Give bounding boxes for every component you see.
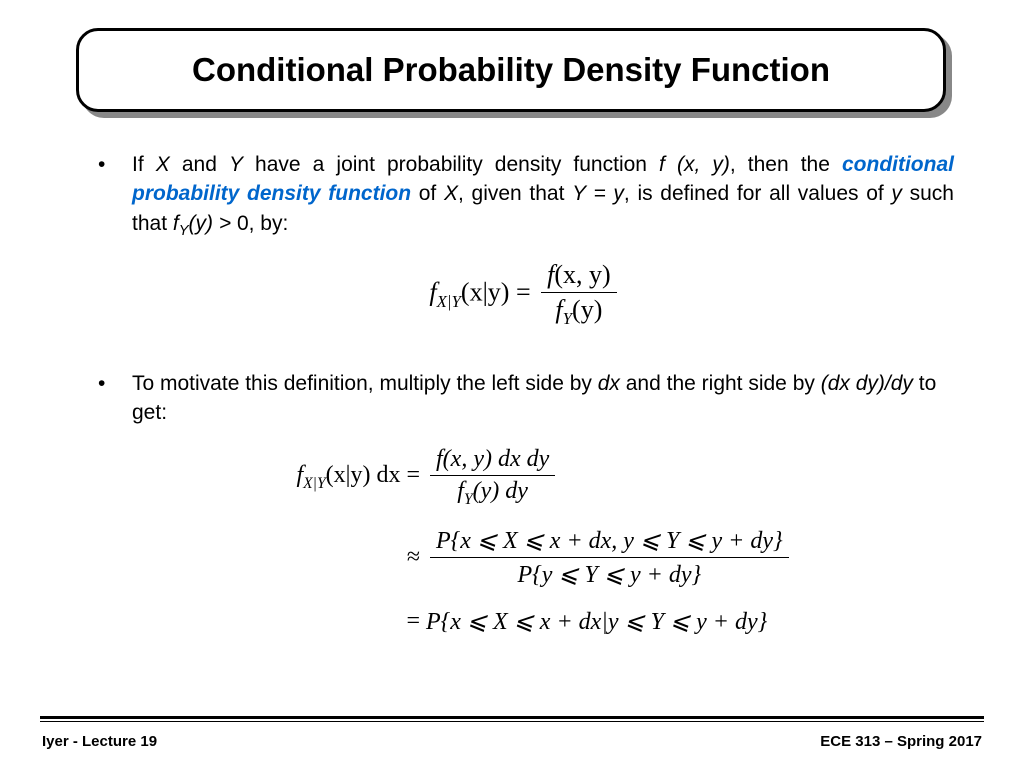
var-x: X — [156, 153, 170, 176]
eq-approx: ≈ — [407, 544, 420, 570]
eq-equals: = — [406, 608, 420, 634]
fraction: P{x ⩽ X ⩽ x + dx, y ⩽ Y ⩽ y + dy} P{y ⩽ … — [430, 526, 789, 589]
text: , is defined for all values of — [624, 182, 892, 205]
eq-rhs: P{x ⩽ X ⩽ x + dx|y ⩽ Y ⩽ y + dy} — [426, 607, 767, 636]
text: To motivate this definition, multiply th… — [132, 372, 598, 395]
eq-arg: (y) — [572, 295, 602, 324]
bullet-marker: • — [96, 150, 132, 242]
numerator: P{x ⩽ X ⩽ x + dx, y ⩽ Y ⩽ y + dy} — [430, 526, 789, 558]
bullet-1-text: If X and Y have a joint probability dens… — [132, 150, 954, 242]
equation-2: f X|Y(x|y) dx = f(x, y) dx dy fY(y) dy ≈ … — [226, 446, 954, 637]
bullet-1: • If X and Y have a joint probability de… — [96, 150, 954, 242]
eq-arg: (x|y) dx — [326, 462, 401, 488]
slide-body: • If X and Y have a joint probability de… — [96, 150, 954, 654]
title-box: Conditional Probability Density Function — [76, 28, 946, 112]
footer-divider — [40, 716, 984, 722]
eq-row-1: f X|Y(x|y) dx = f(x, y) dx dy fY(y) dy — [226, 446, 954, 509]
bullet-marker: • — [96, 369, 132, 428]
footer-author: Iyer - Lecture 19 — [42, 733, 157, 750]
slide-title: Conditional Probability Density Function — [192, 51, 830, 89]
text: have a joint probability density functio… — [243, 153, 659, 176]
eq-arg: (y) dy — [473, 478, 528, 504]
eq-f: f — [555, 295, 562, 324]
var-dx: dx — [598, 372, 620, 395]
text: If — [132, 153, 156, 176]
bullet-2: • To motivate this definition, multiply … — [96, 369, 954, 428]
text: and — [170, 153, 229, 176]
equation-1: fX|Y(x|y) = f(x, y) fY(y) — [96, 260, 954, 329]
eq-equals: = — [400, 462, 420, 488]
eq-sub: X|Y — [437, 291, 461, 310]
fraction: f(x, y) fY(y) — [541, 260, 617, 329]
eq-sub: Y — [464, 490, 473, 507]
eq-arg: (x|y) = — [461, 277, 537, 306]
expr-yeq: Y = y — [572, 182, 624, 205]
footer-course: ECE 313 – Spring 2017 — [820, 733, 982, 750]
text: , given that — [458, 182, 572, 205]
denominator: P{y ⩽ Y ⩽ y + dy} — [430, 558, 789, 589]
eq-arg: (x, y) — [554, 260, 610, 289]
text: 0, by: — [231, 212, 288, 235]
eq-f: f — [429, 277, 436, 306]
text: of — [411, 182, 444, 205]
eq-sub: Y — [563, 309, 572, 328]
text: , then the — [730, 153, 842, 176]
var-y: y — [891, 182, 902, 205]
eq-row-3: = P{x ⩽ X ⩽ x + dx|y ⩽ Y ⩽ y + dy} — [226, 607, 954, 636]
var-x: X — [444, 182, 458, 205]
func-fxy: f (x, y) — [659, 153, 730, 176]
eq-row-2: ≈ P{x ⩽ X ⩽ x + dx, y ⩽ Y ⩽ y + dy} P{y … — [226, 526, 954, 589]
fraction: f(x, y) dx dy fY(y) dy — [430, 446, 555, 509]
numerator: f(x, y) dx dy — [430, 446, 555, 476]
eq-sub: X|Y — [303, 474, 326, 491]
eq-f: f — [457, 478, 464, 504]
var-y: Y — [229, 153, 243, 176]
func-arg: (y) > — [189, 212, 232, 235]
expr-dxdy: (dx dy)/dy — [821, 372, 913, 395]
text: and the right side by — [620, 372, 821, 395]
subscript-y: Y — [179, 223, 189, 239]
bullet-2-text: To motivate this definition, multiply th… — [132, 369, 954, 428]
